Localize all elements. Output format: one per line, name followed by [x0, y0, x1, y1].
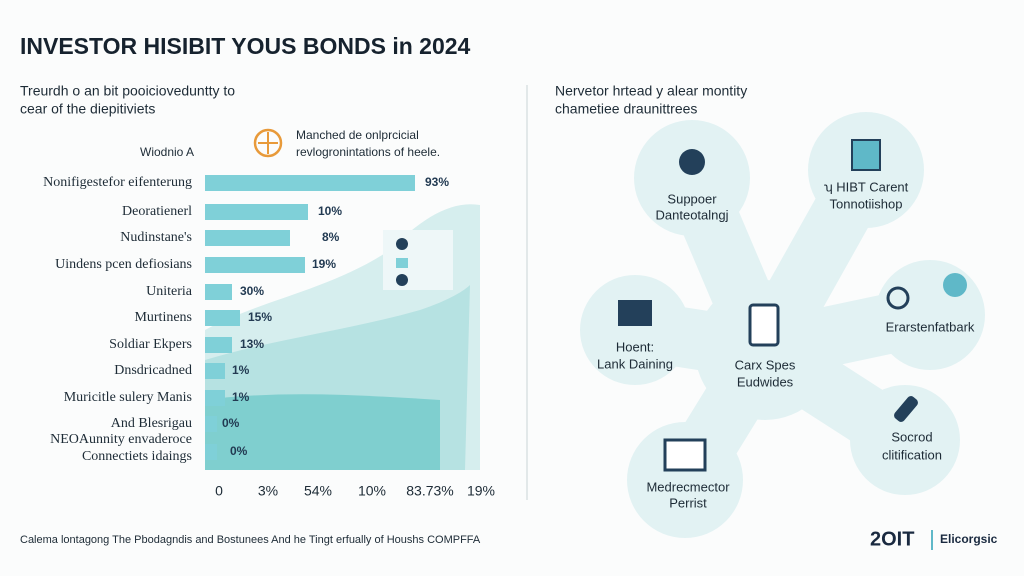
bar-label: Dnsdricadned: [114, 363, 192, 378]
bars: [205, 175, 415, 460]
node-label: Danteotalngj: [656, 207, 729, 222]
legend-icon: [258, 132, 278, 154]
bar-label: NEOAunnity envaderoce: [50, 432, 192, 447]
bar: [205, 444, 217, 460]
node-icon: [663, 438, 707, 472]
node-label: Eudwides: [737, 374, 794, 389]
node-icon: [748, 303, 780, 347]
network: [580, 112, 985, 538]
bar-label: Murtinens: [134, 310, 192, 325]
value-label: 1%: [232, 390, 250, 404]
bar-label: Deoratienerl: [122, 204, 192, 219]
value-label: 15%: [248, 310, 272, 324]
node: [627, 422, 743, 538]
x-tick-label: 3%: [258, 483, 278, 499]
wave: [205, 394, 440, 470]
bar: [205, 337, 232, 353]
node-icon: [886, 286, 910, 310]
bar-label: Connectiets idaings: [82, 449, 192, 464]
node-label: Carx Spes: [735, 357, 796, 372]
bar: [205, 230, 290, 246]
bar: [205, 390, 225, 406]
bar-label: Muricitle sulery Manis: [64, 390, 192, 405]
bar-label: And Blesrigau: [111, 416, 192, 431]
node-icon: [679, 149, 705, 175]
value-label: 0%: [230, 444, 248, 458]
legend-text: revlogronintations of heele.: [296, 145, 440, 159]
value-label: 93%: [425, 175, 449, 189]
node-icon: [851, 139, 881, 171]
node-label: clitification: [882, 447, 942, 462]
bar-label: Uindens pcen defiosians: [55, 257, 192, 272]
footer-text: Calema lontagong The Pbodagndis and Bost…: [20, 534, 481, 546]
bar-label: Nudinstane's: [120, 230, 192, 245]
value-label: 1%: [232, 363, 250, 377]
node-label: ʮ HIBT Carent: [824, 179, 909, 194]
x-tick-label: 10%: [358, 483, 386, 499]
bar: [205, 175, 415, 191]
bar: [205, 204, 308, 220]
right-subtitle: chametiee draunittrees: [555, 101, 697, 117]
footer-brand: Elicorgsic: [940, 532, 998, 546]
node-label: Medrecmector: [646, 479, 730, 494]
node: [580, 275, 690, 385]
node: [850, 385, 960, 495]
legend-text: Manched de onlprcicial: [296, 128, 419, 142]
title: INVESTOR HISIBIT YOUS BONDS in 2024: [20, 33, 471, 59]
legend-icon: [253, 128, 283, 158]
mini-icon: [396, 274, 408, 286]
node-label: Hoent:: [616, 339, 654, 354]
bar-label: Uniteria: [146, 284, 193, 299]
node: [875, 260, 985, 370]
bar: [205, 257, 305, 273]
node-icon: [943, 273, 967, 297]
bar: [205, 284, 232, 300]
node-label: Perrist: [669, 495, 707, 510]
node: [695, 280, 835, 420]
x-tick-label: 19%: [467, 483, 495, 499]
value-label: 30%: [240, 284, 264, 298]
value-label: 19%: [312, 257, 336, 271]
node-label: Socrod: [891, 429, 932, 444]
node-icon: [618, 300, 652, 326]
right-subtitle: Nervetor hrtead y alear montity: [555, 83, 747, 99]
value-label: 0%: [222, 416, 240, 430]
x-tick-label: 0: [215, 483, 223, 499]
value-label: 10%: [318, 204, 342, 218]
value-label: 8%: [322, 230, 340, 244]
axis-title: Wiodnio A: [140, 145, 194, 159]
node-label: Lank Daining: [597, 356, 673, 371]
mini-icon: [396, 238, 408, 250]
node-icon: [894, 396, 918, 422]
left-subtitle: cear of the diepitiviets: [20, 101, 155, 117]
bar-label: Soldiar Ekpers: [109, 337, 192, 352]
bar: [205, 416, 217, 432]
footer-logo: 2OIT: [870, 528, 914, 550]
bar: [205, 310, 240, 326]
x-tick-label: 83.73%: [406, 483, 453, 499]
node-label: Erarstenfatbark: [886, 319, 975, 334]
bar-label: Nonifigestefor eifenterung: [43, 175, 192, 190]
node: [634, 120, 750, 236]
mini-icon: [396, 258, 408, 268]
bar: [205, 363, 225, 379]
node-label: Suppoer: [667, 191, 717, 206]
node-label: Tonnotiishop: [830, 196, 903, 211]
value-label: 13%: [240, 337, 264, 351]
left-subtitle: Treurdh o an bit pooicioveduntty to: [20, 83, 235, 99]
x-tick-label: 54%: [304, 483, 332, 499]
mini-legend: [383, 230, 453, 290]
